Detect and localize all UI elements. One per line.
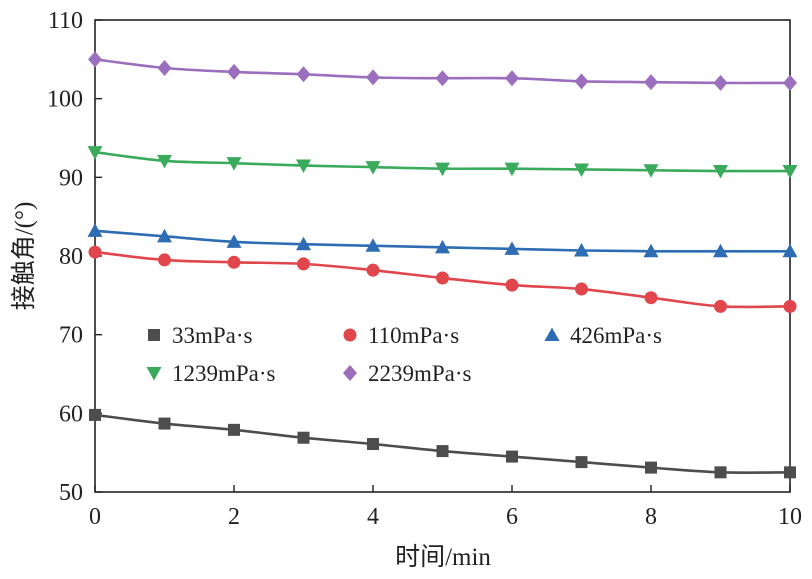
data-point xyxy=(783,299,797,313)
legend-marker xyxy=(343,365,357,381)
x-tick-label: 0 xyxy=(89,504,101,530)
legend-item: 110mPa·s xyxy=(343,323,459,348)
data-point xyxy=(504,162,520,177)
legend-item: 33mPa·s xyxy=(148,323,253,348)
data-point xyxy=(88,51,102,68)
y-tick-label: 100 xyxy=(47,87,83,113)
data-point xyxy=(643,164,659,178)
data-point xyxy=(714,466,727,479)
data-point xyxy=(643,243,659,258)
data-point xyxy=(227,255,241,269)
data-point xyxy=(158,417,171,430)
series-5 xyxy=(88,51,797,91)
data-point xyxy=(367,438,379,451)
data-point xyxy=(157,59,172,76)
data-point xyxy=(157,228,172,243)
x-axis: 0 2 4 6 8 10 xyxy=(89,485,802,530)
y-tick-label: 80 xyxy=(59,244,83,270)
series-layer xyxy=(87,51,798,479)
data-point xyxy=(297,431,310,444)
data-point xyxy=(644,291,658,305)
data-point xyxy=(365,238,381,252)
data-point xyxy=(228,423,240,436)
x-axis-title: 时间/min xyxy=(395,543,491,571)
data-point xyxy=(783,74,797,91)
series-1 xyxy=(89,408,796,479)
legend-label: 2239mPa·s xyxy=(368,361,472,386)
data-point xyxy=(296,159,311,174)
series-2 xyxy=(88,245,797,313)
series-line xyxy=(94,413,791,474)
data-point xyxy=(713,74,728,91)
data-point xyxy=(435,70,450,87)
data-point xyxy=(435,162,450,177)
legend-label: 110mPa·s xyxy=(368,323,459,348)
data-point xyxy=(87,223,103,237)
y-tick-label: 60 xyxy=(59,401,83,427)
data-point xyxy=(506,450,518,463)
data-point xyxy=(782,243,798,258)
data-point xyxy=(89,408,101,421)
data-point xyxy=(366,69,380,86)
data-point xyxy=(365,161,381,175)
data-point xyxy=(713,165,728,179)
data-point xyxy=(575,456,588,469)
data-point xyxy=(296,236,311,251)
data-point xyxy=(297,257,310,271)
data-point xyxy=(714,299,727,313)
data-point xyxy=(505,70,519,87)
data-point xyxy=(87,146,103,160)
data-point xyxy=(296,66,311,83)
plot-frame xyxy=(94,19,791,493)
data-point xyxy=(713,243,728,258)
data-point xyxy=(436,271,449,285)
legend-label: 33mPa·s xyxy=(172,323,253,348)
y-axis-title: 接触角/(°) xyxy=(10,202,38,311)
data-point xyxy=(88,245,102,259)
y-tick-label: 50 xyxy=(59,480,83,506)
x-tick-label: 10 xyxy=(778,504,802,530)
series-4 xyxy=(87,146,798,179)
y-tick-label: 90 xyxy=(59,165,83,191)
data-point xyxy=(574,163,589,177)
data-point xyxy=(784,466,796,479)
data-point xyxy=(227,63,241,80)
y-tick-label: 70 xyxy=(59,323,83,349)
series-3 xyxy=(87,223,798,258)
legend: 33mPa·s 110mPa·s 426mPa·s 1239mPa·s 2239mPa·… xyxy=(146,323,662,386)
x-tick-label: 6 xyxy=(506,504,518,530)
data-point xyxy=(574,242,589,257)
data-point xyxy=(157,154,172,169)
plot-border xyxy=(94,19,791,493)
data-point xyxy=(644,74,658,91)
data-point xyxy=(782,165,798,179)
data-point xyxy=(574,73,589,90)
data-point xyxy=(435,239,450,254)
legend-marker xyxy=(146,367,162,381)
data-point xyxy=(575,282,588,296)
legend-label: 1239mPa·s xyxy=(172,361,276,386)
legend-item: 2239mPa·s xyxy=(343,361,472,386)
legend-marker xyxy=(343,328,357,342)
legend-item: 426mPa·s xyxy=(544,323,662,348)
data-point xyxy=(504,241,520,255)
legend-item: 1239mPa·s xyxy=(146,361,276,386)
data-point xyxy=(158,253,171,267)
data-point xyxy=(226,157,242,171)
legend-marker xyxy=(544,327,560,341)
data-point xyxy=(226,234,242,248)
x-tick-label: 8 xyxy=(645,504,657,530)
data-point xyxy=(436,445,449,458)
data-point xyxy=(645,461,657,474)
data-point xyxy=(366,263,380,277)
x-tick-label: 2 xyxy=(228,504,240,530)
data-point xyxy=(505,278,519,292)
y-axis: 50 60 70 80 90 100 110 xyxy=(47,8,102,506)
y-tick-label: 110 xyxy=(48,8,83,34)
legend-marker xyxy=(148,329,160,341)
x-tick-label: 4 xyxy=(367,504,379,530)
legend-label: 426mPa·s xyxy=(570,323,662,348)
